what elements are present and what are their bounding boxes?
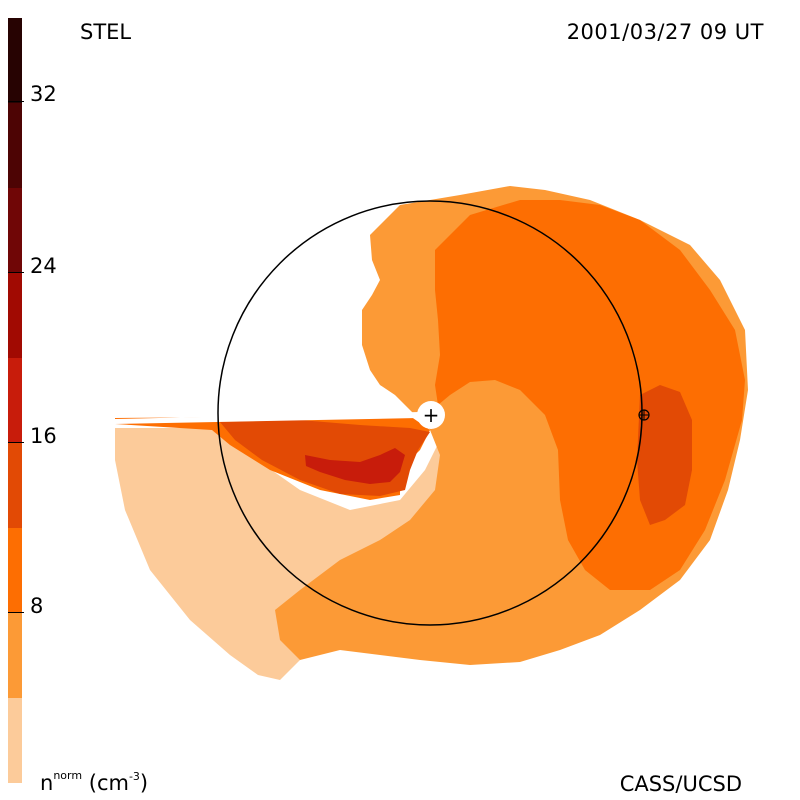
- colorbar-band-5: [8, 273, 22, 358]
- colorbar-band-1: [8, 613, 22, 698]
- colorbar-band-2: [8, 528, 22, 613]
- colorbar: [8, 18, 22, 783]
- units-base: n: [40, 771, 54, 795]
- colorbar-tick-label-32: 32: [30, 82, 57, 106]
- credit-label: CASS/UCSD: [619, 772, 742, 796]
- density-region-16-20: [305, 448, 405, 484]
- colorbar-band-7: [8, 103, 22, 188]
- colorbar-tick-label-8: 8: [30, 594, 44, 618]
- units-label: nnorm (cm-3): [40, 769, 149, 799]
- instrument-label: STEL: [80, 20, 132, 44]
- colorbar-tick-24: [8, 272, 24, 273]
- colorbar-tick-label-16: 16: [30, 424, 57, 448]
- colorbar-tick-32: [8, 101, 24, 102]
- units-exponent: -3: [128, 770, 140, 783]
- colorbar-tick-16: [8, 442, 24, 443]
- density-region-gap: [115, 412, 420, 424]
- colorbar-band-6: [8, 188, 22, 273]
- density-region-0-4: [115, 428, 445, 680]
- timestamp-label: 2001/03/27 09 UT: [566, 20, 764, 44]
- units-superscript: norm: [53, 769, 83, 782]
- sun-marker: [417, 401, 445, 429]
- units-paren-close: ): [139, 771, 149, 795]
- colorbar-band-8: [8, 18, 22, 103]
- colorbar-tick-8: [8, 612, 24, 613]
- colorbar-band-3: [8, 443, 22, 528]
- sun-symbol: +: [423, 403, 440, 427]
- colorbar-band-0: [8, 698, 22, 783]
- density-region-12-16-east: [637, 385, 692, 525]
- units-paren-open: (cm: [88, 771, 129, 795]
- colorbar-tick-label-24: 24: [30, 254, 57, 278]
- earth-orbit-circle: [217, 200, 643, 626]
- colorbar-band-4: [8, 358, 22, 443]
